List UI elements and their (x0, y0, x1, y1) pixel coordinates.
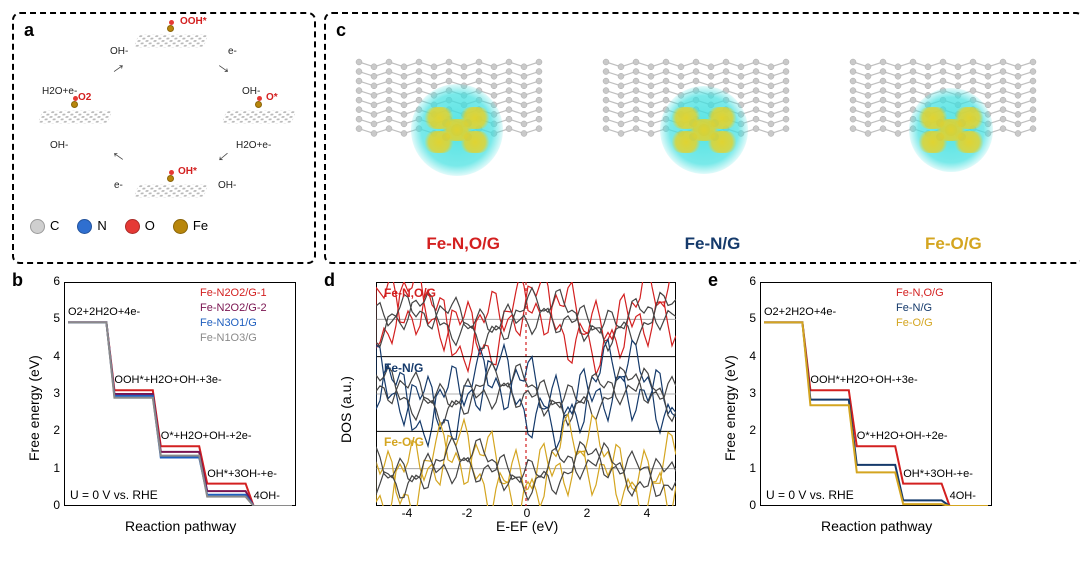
legend-swatch (77, 219, 92, 234)
step-annotation: 4OH- (950, 490, 976, 502)
charge-density-structure (594, 50, 814, 210)
cycle-arrow: → (104, 145, 131, 173)
y-axis-label: Free energy (eV) (722, 355, 738, 461)
legend-item: N (77, 218, 106, 234)
charge-density-structure (347, 50, 567, 210)
legend-swatch (30, 219, 45, 234)
legend-entry: Fe-N2O2/G-2 (200, 301, 267, 316)
cycle-arrow: → (211, 145, 238, 173)
step-annotation: OH*+3OH-+e- (207, 468, 277, 480)
step-annotation: O*+H2O+OH-+2e- (857, 430, 948, 442)
structure-caption: Fe-N,O/G (426, 234, 500, 254)
panel-d-label: d (324, 270, 335, 291)
structure-caption: Fe-O/G (925, 234, 982, 254)
legend-item: O (125, 218, 155, 234)
series-legend: Fe-N2O2/G-1Fe-N2O2/G-2Fe-N3O1/GFe-N1O3/G (200, 286, 267, 345)
panel-e: e 0 1 2 3 4 5 6 Free energy (eV) Reaction pathwa… (704, 268, 1080, 567)
legend-swatch (173, 219, 188, 234)
ytick: 4 (42, 349, 60, 363)
ytick: 4 (738, 349, 756, 363)
ytick: 6 (42, 274, 60, 288)
step-annotation: O2+2H2O+4e- (68, 306, 140, 318)
cyc-ann: OH- (110, 46, 128, 57)
figure-container: a OOH* O* OH* (0, 0, 1080, 559)
series-legend: Fe-N,O/GFe-N/GFe-O/G (896, 286, 944, 331)
charge-density-structure (841, 50, 1061, 210)
cyc-ann: e- (114, 180, 123, 191)
cyc-ann: H2O+e- (236, 140, 271, 151)
species-o2: O2 (78, 92, 91, 103)
panel-c: c Fe-N,O/G Fe-N/G Fe-O/G (324, 12, 1080, 264)
species-o: O* (266, 92, 278, 103)
step-annotation: O2+2H2O+4e- (764, 306, 836, 318)
ytick: 2 (738, 423, 756, 437)
panel-b: b 0 1 2 3 4 5 6 Free energy (eV) Reaction pathwa… (8, 268, 320, 567)
ytick: 2 (42, 423, 60, 437)
panel-e-label: e (708, 270, 718, 291)
ytick: 5 (42, 311, 60, 325)
ytick: 3 (738, 386, 756, 400)
xtick: 4 (638, 506, 656, 520)
xtick: -2 (458, 506, 476, 520)
panel-d: d DOS (a.u.) E-EF (eV) -4 -2 0 2 4 Fe-N,O/G Fe-N… (320, 268, 704, 567)
legend-entry: Fe-N,O/G (896, 286, 944, 301)
cyc-ann: OH- (242, 86, 260, 97)
xtick: 0 (518, 506, 536, 520)
panel-a-cycle: OOH* O* OH* O2 → → (14, 14, 314, 262)
cyc-ann: e- (228, 46, 237, 57)
legend-item: Fe (173, 218, 208, 234)
step-annotation: OH*+3OH-+e- (903, 468, 973, 480)
x-axis-label: Reaction pathway (125, 518, 236, 534)
legend-swatch (125, 219, 140, 234)
ytick: 5 (738, 311, 756, 325)
legend-entry: Fe-N2O2/G-1 (200, 286, 267, 301)
y-axis-label: Free energy (eV) (26, 355, 42, 461)
ytick: 0 (42, 498, 60, 512)
legend-entry: Fe-N1O3/G (200, 331, 267, 346)
atom-legend: C N O Fe (20, 218, 308, 234)
ytick: 3 (42, 386, 60, 400)
structure-caption: Fe-N/G (685, 234, 741, 254)
ytick: 6 (738, 274, 756, 288)
panel-c-label: c (336, 20, 346, 41)
step-annotation: 4OH- (254, 490, 280, 502)
step-annotation: OOH*+H2O+OH-+3e- (114, 374, 221, 386)
legend-entry: Fe-O/G (896, 316, 944, 331)
legend-entry: Fe-N/G (896, 301, 944, 316)
cyc-ann: OH- (50, 140, 68, 151)
legend-item: C (30, 218, 59, 234)
dos-row-label: Fe-N/G (384, 361, 423, 375)
ytick: 1 (738, 461, 756, 475)
dos-row-label: Fe-O/G (384, 435, 424, 449)
legend-entry: Fe-N3O1/G (200, 316, 267, 331)
dos-row-label: Fe-N,O/G (384, 286, 436, 300)
step-annotation: OOH*+H2O+OH-+3e- (810, 374, 917, 386)
step-annotation: O*+H2O+OH-+2e- (161, 430, 252, 442)
panel-a: a OOH* O* OH* (12, 12, 316, 264)
xtick: -4 (398, 506, 416, 520)
ytick: 0 (738, 498, 756, 512)
species-oh: OH* (178, 166, 197, 177)
cyc-ann: H2O+e- (42, 86, 77, 97)
cyc-ann: OH- (218, 180, 236, 191)
x-axis-label: E-EF (eV) (496, 518, 558, 534)
species-ooh: OOH* (180, 16, 207, 27)
y-axis-label: DOS (a.u.) (338, 376, 354, 443)
panel-b-label: b (12, 270, 23, 291)
xtick: 2 (578, 506, 596, 520)
x-axis-label: Reaction pathway (821, 518, 932, 534)
ytick: 1 (42, 461, 60, 475)
